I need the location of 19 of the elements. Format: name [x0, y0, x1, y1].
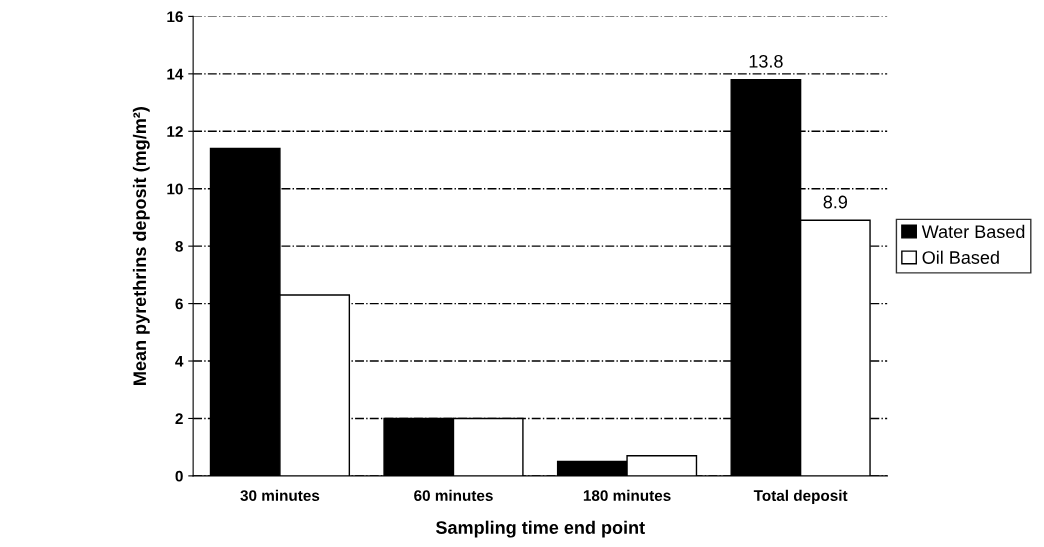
- y-tick-label: 2: [175, 413, 183, 424]
- x-axis-title: Sampling time end point: [435, 520, 645, 538]
- data-label: 8.9: [823, 195, 848, 209]
- x-tick-label: Total deposit: [753, 489, 848, 505]
- y-axis-title: Mean pyrethrins deposit (mg/m²): [132, 107, 150, 385]
- legend-label: Water Based: [921, 224, 1025, 239]
- legend-label: Oil Based: [922, 250, 999, 264]
- x-tick-label: 30 minutes: [240, 489, 320, 502]
- y-tick-label: 4: [175, 356, 184, 367]
- x-tick-label: 60 minutes: [414, 489, 493, 501]
- y-tick-label: 10: [167, 183, 183, 195]
- y-tick-label: 16: [167, 11, 183, 23]
- data-label: 13.8: [749, 54, 783, 68]
- x-tick-label: 180 minutes: [583, 489, 671, 501]
- y-tick-label: 6: [175, 298, 183, 310]
- y-tick-label: 8: [175, 241, 183, 252]
- y-tick-label: 14: [167, 68, 184, 80]
- y-tick-label: 12: [167, 126, 183, 137]
- y-tick-label: 0: [175, 470, 183, 482]
